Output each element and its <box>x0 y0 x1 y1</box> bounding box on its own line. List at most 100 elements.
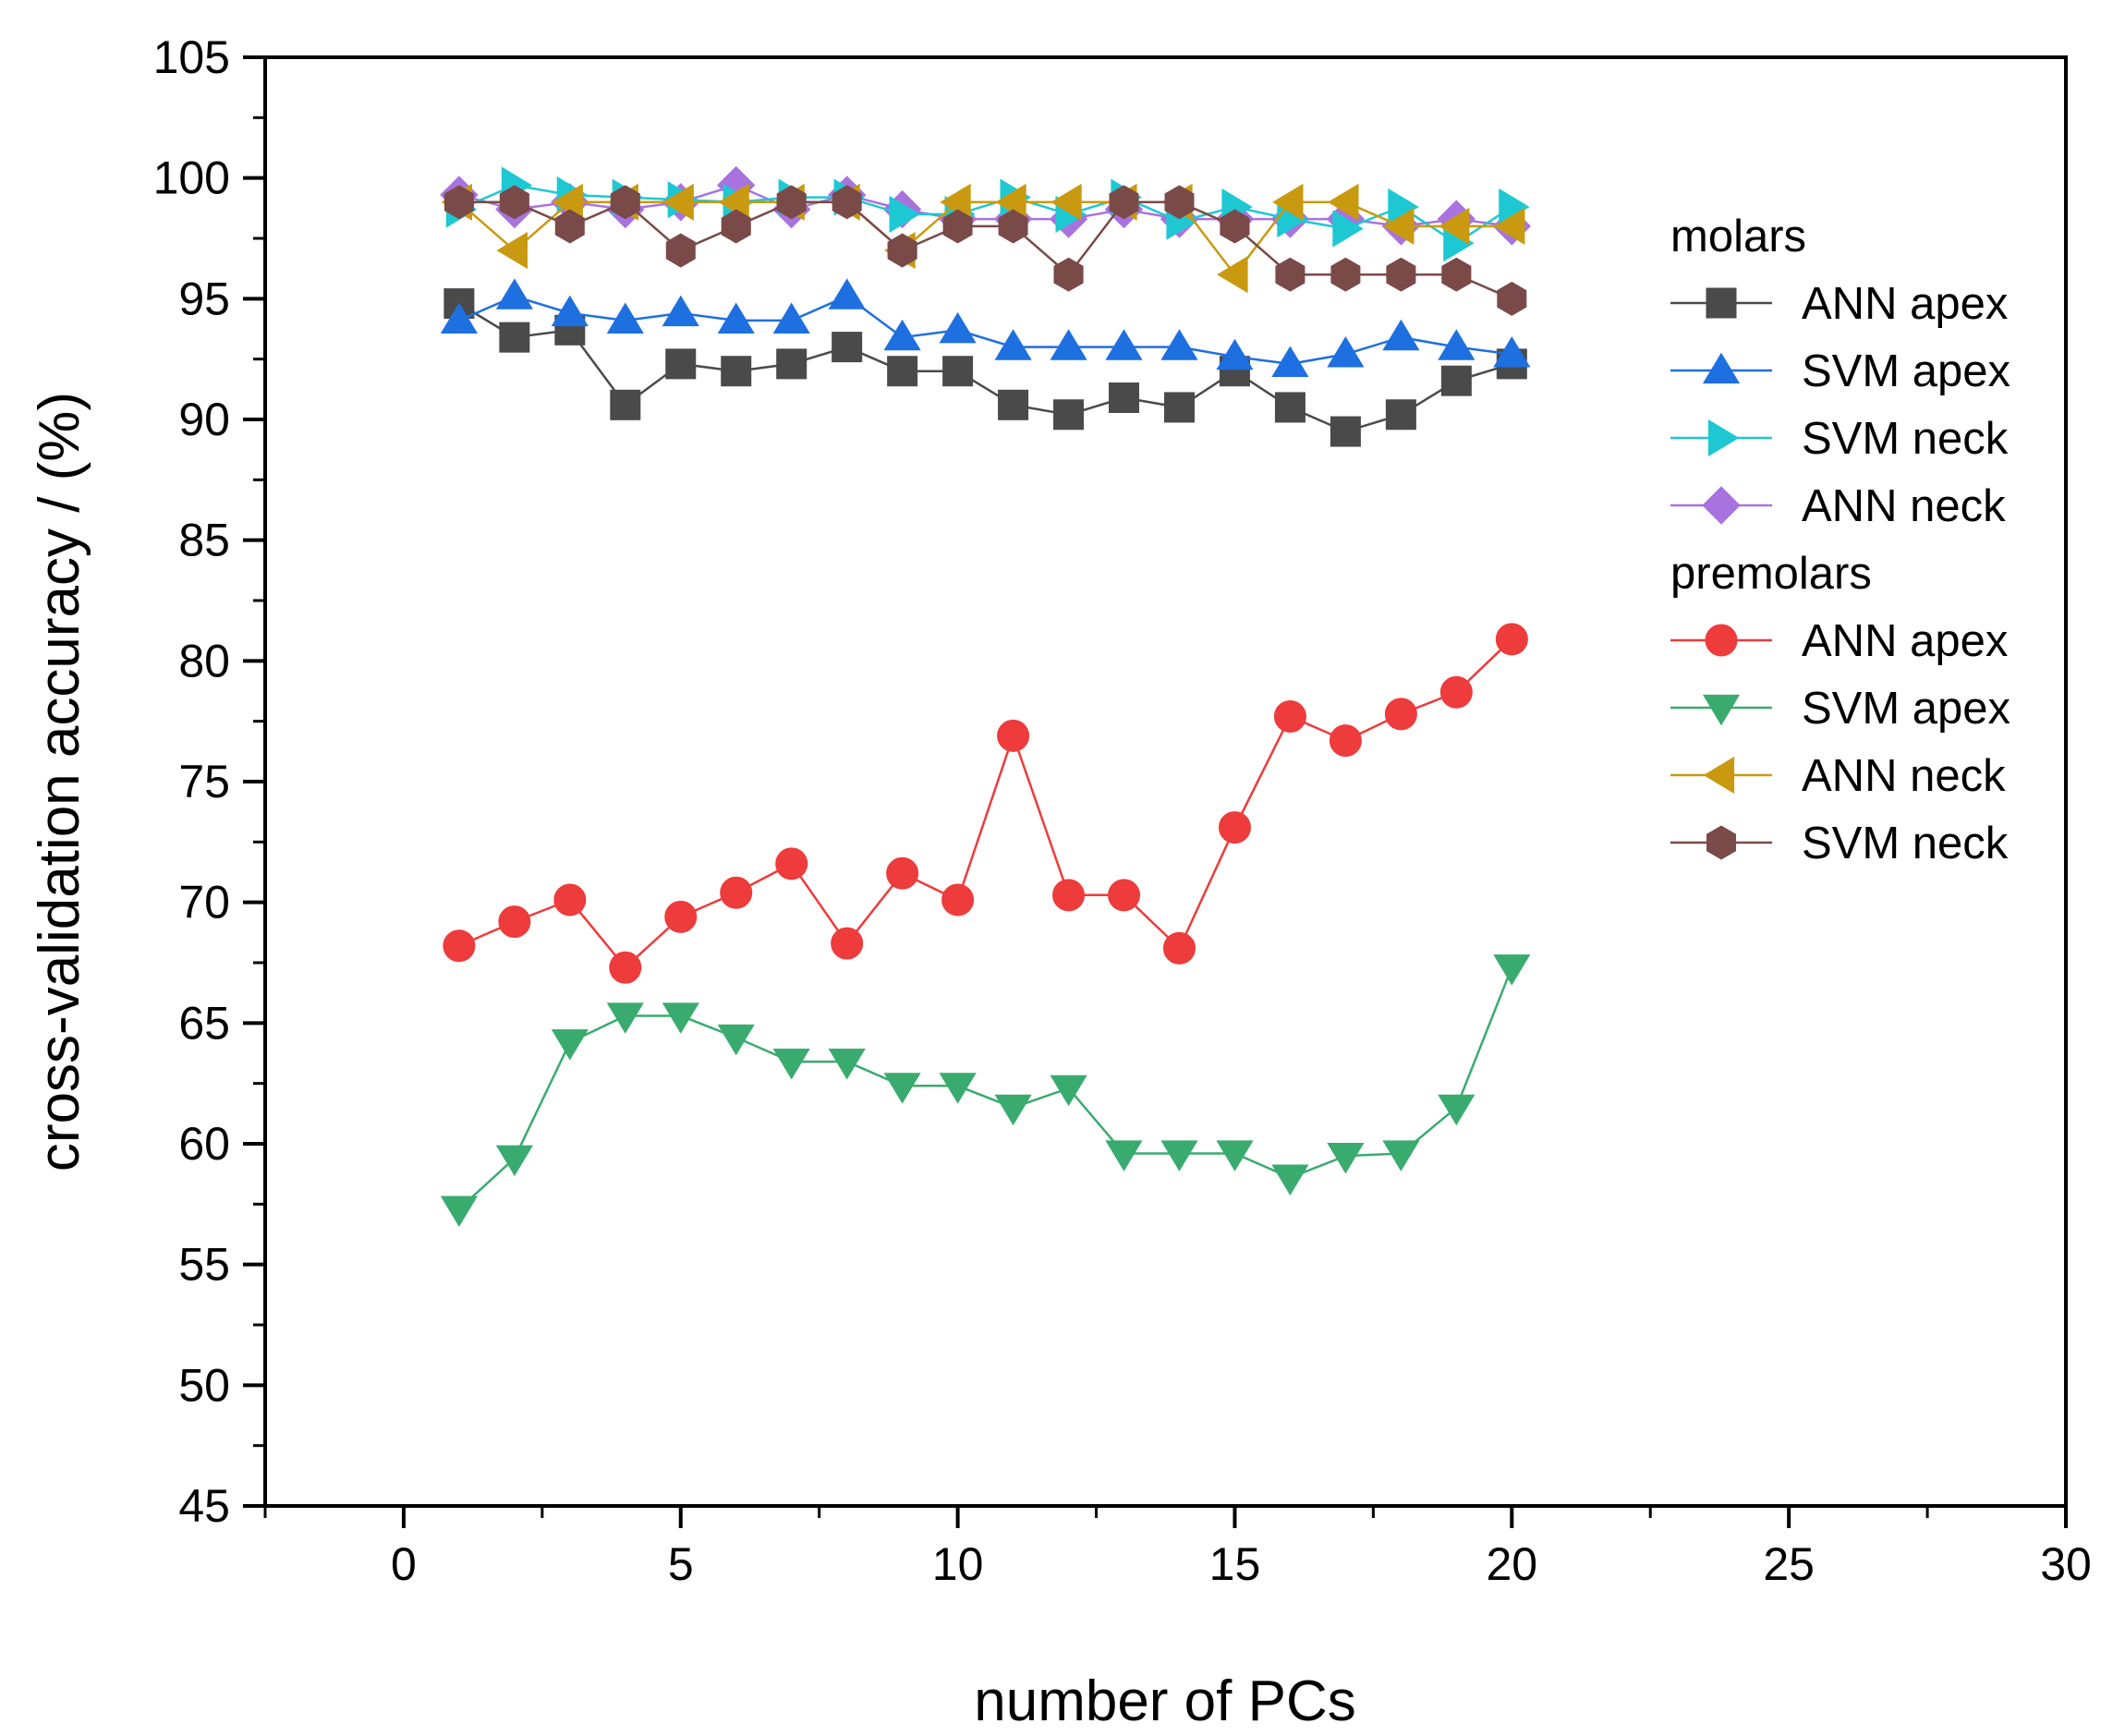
legend-label: ANN apex <box>1802 616 2008 666</box>
y-tick-label: 75 <box>178 756 230 807</box>
data-point <box>994 1094 1032 1126</box>
x-tick-label: 15 <box>1209 1538 1261 1590</box>
data-point <box>498 905 531 939</box>
data-point <box>942 209 973 244</box>
data-point <box>665 233 696 268</box>
y-tick-label: 65 <box>178 997 230 1049</box>
data-point <box>1495 623 1528 656</box>
data-point <box>775 847 808 880</box>
legend-marker <box>1702 694 1741 726</box>
y-axis-title: cross-validation accuracy / (%) <box>28 392 91 1171</box>
data-point <box>662 295 699 327</box>
legend-group-title: premolars <box>1670 549 1872 599</box>
data-point <box>443 185 474 220</box>
data-point <box>1050 329 1087 360</box>
data-point <box>1382 1140 1420 1171</box>
data-point <box>1164 185 1195 220</box>
data-point <box>1274 392 1305 423</box>
data-point <box>1162 931 1196 965</box>
data-point <box>887 233 917 268</box>
legend-item: ANN apex <box>1670 279 2008 329</box>
data-point <box>495 278 533 310</box>
data-point <box>665 348 697 380</box>
data-point <box>495 1145 533 1177</box>
series-molars-svm-apex <box>440 278 1531 377</box>
data-point <box>1105 329 1143 360</box>
data-point <box>941 883 975 917</box>
data-point <box>1108 879 1141 912</box>
y-tick-label: 95 <box>178 273 230 324</box>
data-point <box>1327 336 1365 368</box>
data-point <box>606 302 644 334</box>
data-point <box>939 311 977 344</box>
data-point <box>887 356 918 387</box>
series-premolars-ann-apex <box>443 623 1528 984</box>
legend-marker <box>1703 756 1735 795</box>
y-tick-label: 60 <box>178 1118 230 1170</box>
legend-label: ANN neck <box>1802 481 2006 531</box>
data-point <box>1216 338 1254 370</box>
legend-label: ANN apex <box>1802 279 2008 329</box>
data-point <box>720 876 753 909</box>
data-point <box>1438 1094 1475 1126</box>
legend-marker <box>1707 419 1740 457</box>
data-point <box>1272 183 1304 221</box>
data-point <box>997 719 1030 752</box>
data-point <box>1330 257 1361 292</box>
data-point <box>832 185 862 220</box>
y-tick-label: 70 <box>178 877 230 929</box>
series-premolars-svm-apex <box>440 954 1531 1227</box>
data-point <box>1440 365 1472 396</box>
data-point <box>772 1049 810 1080</box>
data-point <box>1493 336 1531 368</box>
x-tick-label: 20 <box>1486 1538 1537 1590</box>
data-point <box>994 329 1032 360</box>
legend-label: SVM neck <box>1802 414 2009 464</box>
y-tick-label: 50 <box>178 1359 230 1411</box>
data-point <box>832 332 863 363</box>
data-point <box>1493 207 1525 245</box>
y-tick-label: 80 <box>178 635 230 686</box>
data-point <box>1382 319 1420 351</box>
legend: molars ANN apex SVM apex SVM neck ANN neck pr… <box>1670 212 2010 868</box>
x-tick-labels: 0 5 10 15 20 25 30 <box>391 1538 2092 1590</box>
data-point <box>440 302 478 334</box>
data-point <box>1160 1140 1198 1171</box>
legend-marker <box>1706 287 1737 319</box>
legend-label: SVM apex <box>1802 346 2010 396</box>
data-point <box>496 232 528 270</box>
data-point <box>1160 329 1198 360</box>
data-point <box>939 1073 977 1104</box>
x-tick-label: 25 <box>1763 1538 1815 1590</box>
data-point <box>883 319 921 351</box>
y-tick-label: 105 <box>153 31 230 83</box>
data-point <box>883 1073 921 1104</box>
data-point <box>554 209 585 244</box>
legend-group-title: molars <box>1670 212 1806 261</box>
data-point <box>610 389 641 420</box>
data-point <box>1052 879 1086 912</box>
data-point <box>1332 210 1364 248</box>
data-point <box>721 356 752 387</box>
data-point <box>717 302 755 334</box>
data-point <box>1163 392 1195 423</box>
plot-frame <box>263 55 2068 1508</box>
data-point <box>1217 256 1248 294</box>
data-point <box>998 209 1028 244</box>
data-point <box>1275 257 1305 292</box>
x-tick-label: 30 <box>2040 1538 2092 1590</box>
y-tick-label: 100 <box>153 152 230 204</box>
data-point <box>1271 346 1309 377</box>
x-tick-label: 5 <box>668 1538 694 1590</box>
data-point <box>998 389 1029 420</box>
data-point <box>1050 1074 1087 1107</box>
data-point <box>1328 183 1359 221</box>
series-layer <box>440 165 1532 1227</box>
data-point <box>1053 399 1085 431</box>
data-point <box>1441 257 1472 292</box>
legend-item: SVM neck <box>1670 414 2009 464</box>
data-point <box>1105 1140 1143 1171</box>
data-point <box>662 183 694 221</box>
data-point <box>610 185 640 220</box>
